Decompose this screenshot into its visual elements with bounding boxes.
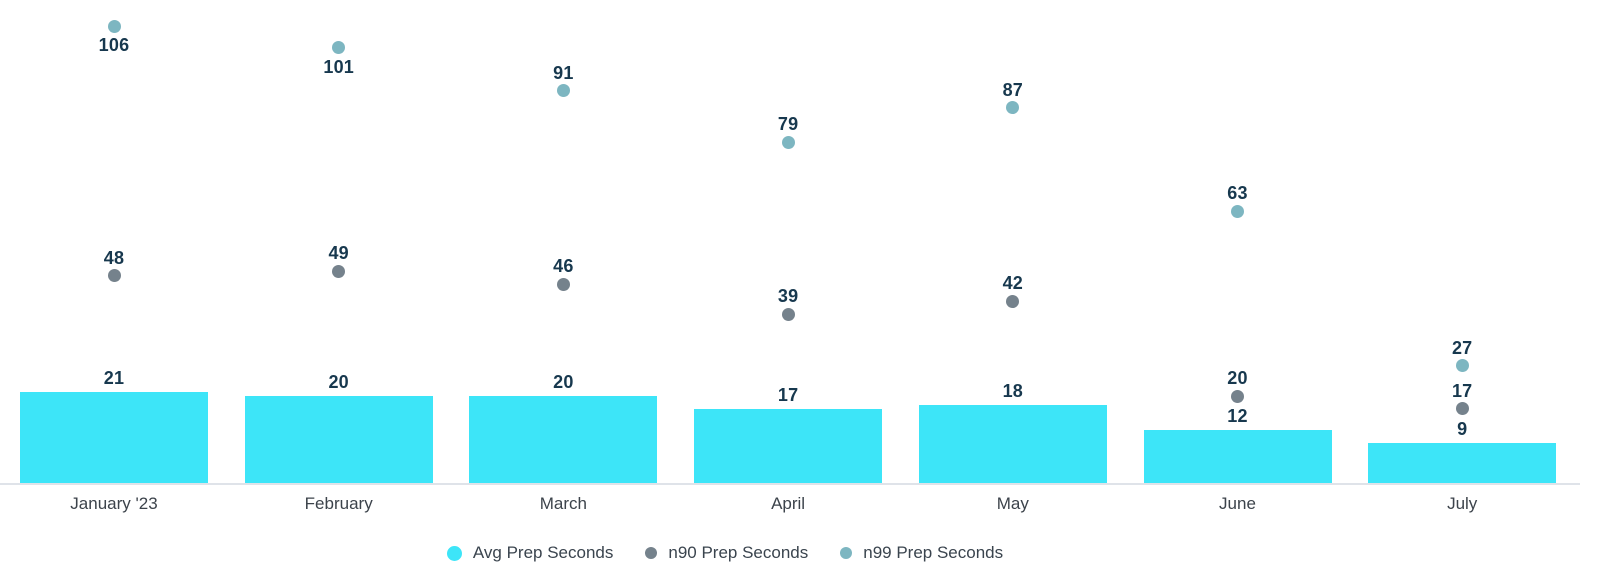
- x-axis-label-month: May: [996, 494, 1029, 513]
- n90-prep-seconds-value-label: 42: [1002, 273, 1023, 294]
- x-axis-line: [0, 483, 1580, 485]
- n99-prep-seconds-dot[interactable]: [107, 19, 121, 33]
- n90-prep-seconds-marker-icon: [645, 547, 658, 559]
- n99-prep-seconds-value-label: 87: [1002, 79, 1023, 100]
- avg-prep-seconds-bar[interactable]: [469, 396, 658, 483]
- avg-prep-seconds-value-label: 18: [1002, 380, 1023, 401]
- x-axis-label-month: July: [1447, 494, 1478, 513]
- avg-prep-seconds-marker-icon: [446, 545, 462, 561]
- n99-prep-seconds-dot[interactable]: [1455, 359, 1469, 373]
- x-axis-label-month: January '23: [70, 494, 158, 513]
- avg-prep-seconds-value-label: 20: [328, 372, 349, 392]
- n99-prep-seconds-value-label: 27: [1451, 337, 1473, 358]
- x-axis-label-month: March: [539, 494, 587, 513]
- x-axis-label-month: February: [304, 494, 373, 513]
- n90-prep-seconds-value-label: 46: [553, 256, 574, 277]
- n90-prep-seconds-value-label: 20: [1227, 368, 1248, 388]
- legend-label-n99-prep-seconds: n99 Prep Seconds: [863, 543, 1004, 562]
- n90-prep-seconds-value-label: 48: [103, 247, 125, 268]
- legend-label-n90-prep-seconds: n90 Prep Seconds: [668, 543, 809, 562]
- n90-prep-seconds-value-label: 17: [1451, 380, 1473, 401]
- avg-prep-seconds-value-label: 21: [103, 367, 125, 388]
- avg-prep-seconds-bar[interactable]: [1143, 430, 1332, 483]
- legend-label-avg-prep-seconds: Avg Prep Seconds: [472, 543, 614, 562]
- avg-prep-seconds-bar[interactable]: [20, 391, 208, 483]
- n90-prep-seconds-value-label: 39: [777, 286, 799, 307]
- x-axis-label-month: April: [771, 494, 806, 513]
- avg-prep-seconds-value-label: 17: [777, 384, 799, 405]
- x-axis-label-month: June: [1219, 494, 1256, 513]
- n99-prep-seconds-dot[interactable]: [1006, 101, 1020, 115]
- avg-prep-seconds-bar[interactable]: [1368, 443, 1557, 483]
- legend-item-n90-prep-seconds[interactable]: n90 Prep Seconds: [645, 543, 808, 563]
- n90-prep-seconds-dot[interactable]: [1006, 294, 1020, 308]
- avg-prep-seconds-value-label: 12: [1227, 406, 1248, 427]
- n99-prep-seconds-dot[interactable]: [556, 84, 570, 98]
- avg-prep-seconds-bar[interactable]: [244, 396, 433, 483]
- n90-prep-seconds-dot[interactable]: [556, 277, 570, 291]
- avg-prep-seconds-value-label: 20: [553, 372, 574, 392]
- n99-prep-seconds-value-label: 91: [553, 62, 574, 83]
- n90-prep-seconds-dot[interactable]: [332, 264, 346, 278]
- avg-prep-seconds-bar[interactable]: [918, 404, 1107, 483]
- n99-prep-seconds-value-label: 63: [1227, 183, 1248, 204]
- n90-prep-seconds-dot[interactable]: [1231, 389, 1244, 403]
- n90-prep-seconds-value-label: 49: [328, 243, 349, 264]
- n90-prep-seconds-dot[interactable]: [1455, 402, 1469, 416]
- legend-item-avg-prep-seconds[interactable]: Avg Prep Seconds: [446, 543, 614, 563]
- n99-prep-seconds-marker-icon: [840, 547, 853, 559]
- legend-item-n99-prep-seconds[interactable]: n99 Prep Seconds: [840, 543, 1003, 563]
- n90-prep-seconds-dot[interactable]: [107, 269, 121, 283]
- n99-prep-seconds-value-label: 106: [98, 35, 130, 56]
- legend: Avg Prep Seconds n90 Prep Seconds n99 Pr…: [0, 543, 1450, 563]
- n90-prep-seconds-dot[interactable]: [781, 307, 795, 321]
- n99-prep-seconds-value-label: 79: [777, 114, 799, 135]
- avg-prep-seconds-value-label: 9: [1457, 419, 1468, 440]
- n99-prep-seconds-dot[interactable]: [332, 41, 346, 55]
- n99-prep-seconds-dot[interactable]: [1231, 204, 1244, 218]
- n99-prep-seconds-value-label: 101: [323, 56, 354, 77]
- avg-prep-seconds-bar[interactable]: [694, 408, 883, 483]
- n99-prep-seconds-dot[interactable]: [781, 135, 795, 149]
